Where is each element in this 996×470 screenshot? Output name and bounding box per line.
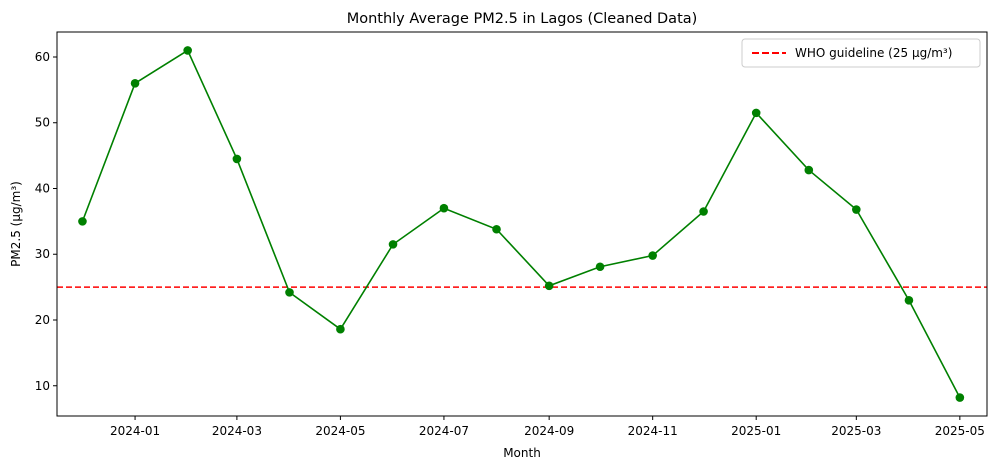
y-tick-label: 20 [35, 313, 50, 327]
data-point [751, 108, 761, 118]
y-tick-label: 30 [35, 247, 50, 261]
data-point [439, 203, 449, 213]
data-point [78, 217, 87, 226]
data-point [130, 78, 140, 88]
data-point [648, 251, 657, 260]
y-tick-label: 50 [35, 116, 50, 130]
x-axis-label: Month [503, 446, 541, 460]
legend-box [741, 38, 981, 68]
data-point [336, 324, 345, 334]
x-tick-label: 2024-07 [419, 424, 469, 438]
data-point [955, 393, 965, 402]
data-point [544, 281, 554, 291]
data-point [232, 154, 242, 164]
x-tick-label: 2024-05 [315, 424, 365, 438]
plot-area [57, 32, 987, 416]
plot-frame [56, 31, 988, 417]
data-point [852, 205, 861, 214]
x-tick-label: 2024-01 [110, 424, 160, 438]
data-point [285, 288, 294, 297]
y-tick-label: 10 [35, 379, 50, 393]
y-tick-label: 40 [35, 181, 50, 195]
x-tick-label: 2025-01 [731, 424, 781, 438]
series-line [81, 49, 961, 398]
data-point [492, 224, 501, 234]
data-point [388, 240, 398, 249]
x-tick-label: 2024-11 [628, 424, 678, 438]
x-tick-label: 2025-03 [831, 424, 881, 438]
x-tick-label: 2024-09 [524, 424, 574, 438]
x-tick-label: 2024-03 [212, 424, 262, 438]
chart-title: Monthly Average PM2.5 in Lagos (Cleaned … [347, 11, 698, 27]
data-point [804, 165, 814, 175]
legend-label-who: WHO guideline (25 µg/m³) [795, 46, 952, 60]
data-point [904, 295, 914, 305]
x-tick-label: 2025-05 [935, 424, 985, 438]
data-point [183, 46, 192, 55]
legend: WHO guideline (25 µg/m³) [741, 38, 981, 68]
y-tick-label: 60 [35, 50, 50, 64]
data-point [699, 207, 708, 216]
y-axis-label: PM2.5 (µg/m³) [9, 181, 23, 267]
data-point [595, 262, 605, 272]
